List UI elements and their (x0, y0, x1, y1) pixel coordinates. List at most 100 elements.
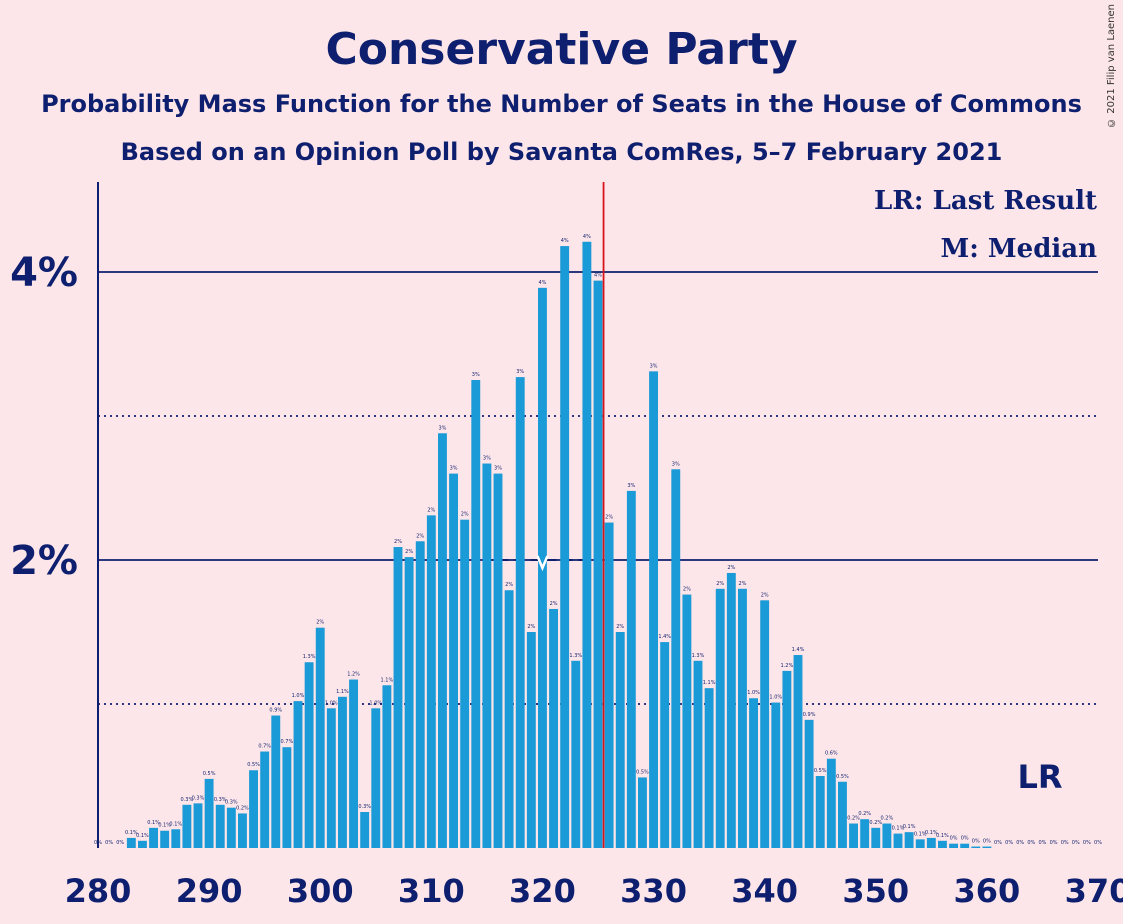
bar-value-label: 0% (983, 839, 991, 845)
bar-seats-289 (193, 803, 203, 848)
bar-value-label: 2% (605, 515, 613, 521)
bar-value-label: 2% (316, 620, 324, 626)
bar-value-label: 1.0% (747, 690, 760, 696)
bar-value-label: 0.3% (225, 800, 238, 806)
bar-value-label: 0.5% (836, 774, 849, 780)
bar-value-label: 2% (761, 592, 769, 598)
bar-seats-298 (293, 701, 303, 848)
bar-seats-346 (826, 758, 836, 848)
bar-seats-308 (404, 557, 414, 848)
bar-value-label: 1.1% (381, 677, 394, 683)
bar-value-label: 0% (1050, 840, 1058, 846)
bar-value-label: 0% (1038, 840, 1046, 846)
bar-seats-323 (571, 660, 581, 848)
bar-seats-304 (360, 812, 370, 848)
bar-value-label: 0% (1072, 840, 1080, 846)
bar-value-label: 2% (616, 624, 624, 630)
bar-seats-322 (560, 246, 570, 848)
bar-seats-340 (760, 600, 770, 848)
chart-subtitle: Probability Mass Function for the Number… (41, 90, 1082, 118)
bar-value-label: 0% (1061, 840, 1069, 846)
bar-value-label: 1.3% (569, 653, 582, 659)
bar-seats-350 (871, 827, 881, 848)
y-tick-label: 2% (10, 538, 78, 584)
bar-value-label: 0% (961, 836, 969, 842)
bar-seats-343 (793, 655, 803, 848)
bar-value-label: 2% (716, 581, 724, 587)
bar-value-label: 0.1% (169, 821, 182, 827)
bar-value-label: 1.0% (325, 700, 338, 706)
bar-value-label: 0.1% (158, 823, 171, 829)
bar-seats-347 (838, 781, 847, 848)
bar-value-label: 2% (550, 601, 558, 607)
bar-seats-357 (949, 843, 958, 848)
bar-value-label: 1.0% (769, 695, 782, 701)
bar-seats-341 (771, 702, 781, 848)
bar-seats-348 (849, 823, 858, 848)
bar-value-label: 2% (394, 539, 402, 545)
bar-value-label: 0.2% (847, 816, 860, 822)
bar-seats-287 (171, 829, 181, 848)
bar-value-label: 4% (583, 234, 591, 240)
bar-value-label: 0.3% (181, 797, 194, 803)
bar-value-label: 0.2% (881, 816, 894, 822)
bar-seats-307 (393, 547, 403, 848)
bar-value-label: 0% (1005, 840, 1013, 846)
bar-value-label: 0.3% (192, 795, 205, 801)
bar-seats-297 (282, 747, 292, 848)
bar-value-label: 2% (683, 587, 691, 593)
bar-value-label: 0.1% (936, 833, 949, 839)
bar-value-label: 0.7% (281, 739, 294, 745)
bar-seats-311 (438, 433, 447, 848)
bar-seats-325 (593, 280, 603, 848)
x-tick-label: 310 (398, 872, 465, 910)
bar-value-label: 0.1% (903, 824, 916, 830)
legend-entry: LR: Last Result (874, 186, 1097, 216)
bar-value-label: 1.1% (703, 680, 716, 686)
bar-value-label: 3% (472, 372, 480, 378)
bar-value-label: 1.2% (347, 672, 360, 678)
bar-value-label: 2% (405, 549, 413, 555)
x-tick-label: 320 (509, 872, 576, 910)
bar-value-label: 2% (461, 512, 469, 518)
bar-seats-333 (682, 594, 692, 848)
bar-value-label: 1.2% (781, 663, 794, 669)
bar-seats-310 (426, 515, 436, 848)
bar-seats-317 (504, 590, 514, 848)
bar-value-label: 0% (1083, 840, 1091, 846)
bar-seats-284 (138, 840, 147, 848)
bar-seats-288 (182, 804, 192, 848)
bar-seats-332 (671, 469, 681, 848)
bar-seats-305 (371, 708, 381, 848)
x-tick-label: 370 (1065, 872, 1123, 910)
bar-value-label: 3% (650, 363, 658, 369)
bar-value-label: 0.1% (914, 831, 927, 837)
bar-seats-301 (326, 708, 336, 848)
bar-value-label: 0.5% (636, 769, 649, 775)
x-tick-label: 280 (65, 872, 132, 910)
bar-value-label: 0.1% (925, 830, 938, 836)
bar-value-label: 0.1% (125, 830, 138, 836)
bar-seats-285 (149, 827, 158, 848)
bar-value-label: 0% (1027, 840, 1035, 846)
bar-value-label: 2% (738, 581, 746, 587)
bar-value-label: 1.1% (336, 689, 349, 695)
bar-value-label: 3% (438, 425, 446, 431)
bar-seats-334 (693, 660, 703, 848)
bar-seats-331 (660, 642, 670, 848)
bar-seats-316 (493, 473, 503, 848)
bar-value-label: 0.3% (214, 797, 227, 803)
x-tick-label: 350 (842, 872, 909, 910)
bar-value-label: 0.6% (825, 751, 838, 757)
bar-seats-355 (926, 837, 936, 848)
bar-value-label: 0.2% (869, 820, 882, 826)
bar-seats-302 (338, 696, 347, 848)
bar-seats-342 (782, 670, 792, 848)
bar-value-label: 4% (561, 238, 569, 244)
bar-seats-345 (815, 776, 825, 848)
bar-seats-329 (638, 777, 647, 848)
bar-seats-293 (238, 813, 247, 848)
bar-value-label: 0.1% (147, 820, 160, 826)
bar-seats-330 (649, 371, 658, 848)
